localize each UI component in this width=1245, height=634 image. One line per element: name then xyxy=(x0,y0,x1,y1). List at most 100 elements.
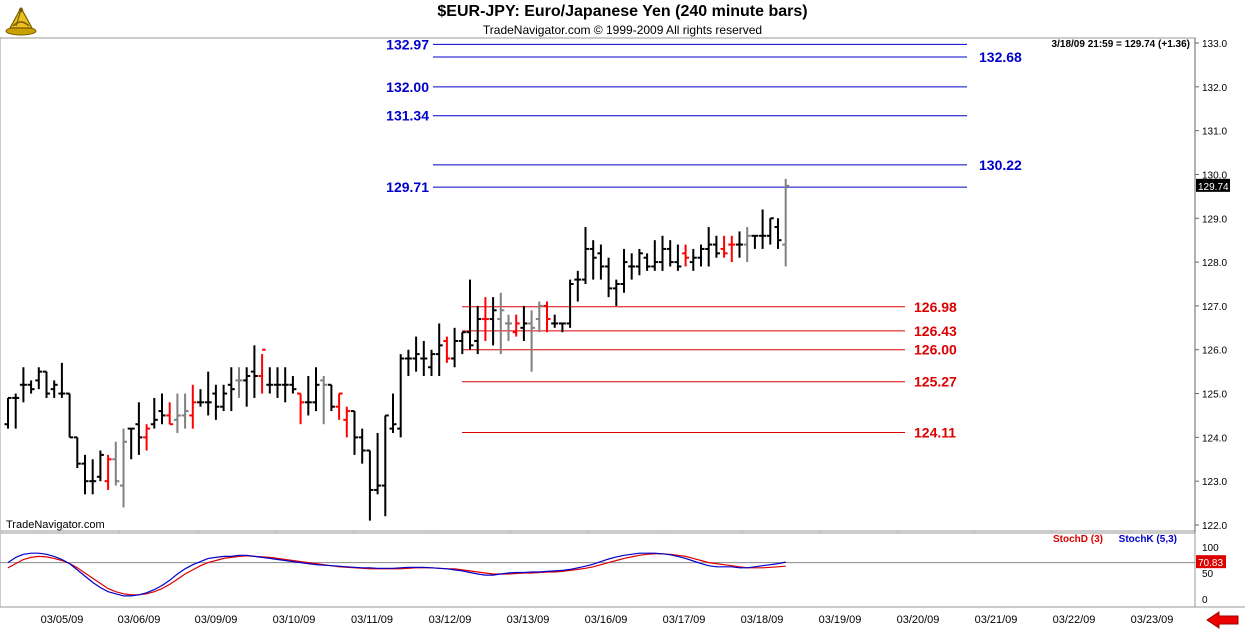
ohlc-bar xyxy=(235,367,243,398)
ohlc-bar xyxy=(104,454,112,490)
support-label: 125.27 xyxy=(914,374,957,390)
stoch-tick-label: 100 xyxy=(1202,543,1219,554)
price-panel xyxy=(0,37,1196,532)
ohlc-bar xyxy=(420,340,428,377)
ohlc-bar xyxy=(274,367,281,398)
ohlc-bar xyxy=(720,235,728,258)
ohlc-bar xyxy=(574,270,582,302)
ohlc-bar xyxy=(50,380,58,398)
price-tick-label: 132.0 xyxy=(1202,83,1227,94)
date-tick-label: 03/20/09 xyxy=(897,614,940,626)
ohlc-bar xyxy=(335,392,343,420)
price-tick-label: 133.0 xyxy=(1202,39,1227,50)
ohlc-bar xyxy=(120,428,127,508)
ohlc-bar xyxy=(66,392,74,439)
ohlc-bar xyxy=(404,349,412,377)
ohlc-bar xyxy=(374,432,382,495)
ohlc-bar xyxy=(73,436,81,469)
price-tick-label: 123.0 xyxy=(1202,477,1227,488)
price-level-lines: 132.97 132.68 132.00 131.34 130.22 129.71 126.… xyxy=(386,36,1022,440)
ohlc-bar xyxy=(96,450,104,482)
ohlc-bar xyxy=(112,441,120,486)
ohlc-bar xyxy=(127,427,135,460)
date-tick-label: 03/22/09 xyxy=(1053,614,1096,626)
ohlc-bar xyxy=(689,248,697,271)
price-tick-label: 131.0 xyxy=(1202,127,1227,138)
ohlc-bar xyxy=(528,310,536,372)
ohlc-bar xyxy=(589,240,597,280)
ohlc-bar xyxy=(250,345,258,398)
ohlc-bar xyxy=(612,279,620,306)
date-tick-label: 03/13/09 xyxy=(507,614,550,626)
stochastic-panel: 100 50 0 StochD (3) StochK (5,3) 70.83 xyxy=(0,532,1245,608)
ohlc-bar xyxy=(428,349,435,377)
ohlc-bars xyxy=(4,178,790,521)
legend-stochd: StochD (3) xyxy=(1053,534,1103,545)
ohlc-bar xyxy=(682,244,690,267)
ohlc-bar xyxy=(135,402,143,455)
ohlc-bar xyxy=(435,323,443,377)
price-tick-label: 128.0 xyxy=(1202,258,1227,269)
ohlc-bar xyxy=(27,380,35,394)
ohlc-bar xyxy=(728,235,736,263)
ohlc-bar xyxy=(189,384,197,429)
stoch-tick-label: 0 xyxy=(1202,595,1208,606)
ohlc-bar xyxy=(705,227,713,267)
ohlc-bar xyxy=(466,279,474,350)
ohlc-bar xyxy=(635,248,643,276)
resistance-label: 130.22 xyxy=(979,157,1022,173)
ohlc-bar xyxy=(381,414,389,517)
ohlc-bar xyxy=(489,297,497,346)
ohlc-bar xyxy=(351,410,358,455)
last-quote-text: 3/18/09 21:59 = 129.74 (+1.36) xyxy=(1052,39,1190,50)
ohlc-bar xyxy=(327,383,335,412)
ohlc-bar xyxy=(81,454,89,495)
price-tick-label: 130.0 xyxy=(1202,170,1227,181)
ohlc-bar xyxy=(89,459,97,495)
ohlc-bar xyxy=(451,327,459,368)
ohlc-bar xyxy=(12,393,20,429)
ohlc-bar xyxy=(166,402,174,426)
ohlc-bar xyxy=(512,314,520,337)
stoch-last-tag xyxy=(1196,555,1226,569)
ohlc-bar xyxy=(304,376,312,416)
ohlc-bar xyxy=(520,305,528,341)
price-panel-frame xyxy=(0,37,1196,532)
price-tick-label: 127.0 xyxy=(1202,302,1227,313)
ohlc-bar xyxy=(543,301,551,333)
ohlc-bar xyxy=(389,393,397,433)
last-price-tag xyxy=(1196,178,1230,192)
ohlc-bar xyxy=(505,314,512,341)
ohlc-bar xyxy=(566,279,574,328)
resistance-label: 132.00 xyxy=(386,79,429,95)
stoch-series-line xyxy=(7,552,786,597)
date-tick-label: 03/12/09 xyxy=(429,614,472,626)
ohlc-bar xyxy=(4,396,12,429)
date-tick-label: 03/16/09 xyxy=(585,614,628,626)
ohlc-bar xyxy=(312,367,320,412)
chart-title: $EUR-JPY: Euro/Japanese Yen (240 minute … xyxy=(437,3,808,20)
stoch-tick-label: 50 xyxy=(1202,569,1214,580)
price-axis: 133.0 132.0 131.0 130.0 129.0 128.0 127.0 126.0… xyxy=(1194,38,1230,607)
date-tick-label: 03/05/09 xyxy=(41,614,84,626)
ohlc-bar xyxy=(204,371,212,416)
ohlc-bar xyxy=(712,235,720,258)
ohlc-bar xyxy=(651,240,659,271)
red-left-arrow-icon[interactable] xyxy=(1205,611,1241,629)
date-tick-label: 03/21/09 xyxy=(975,614,1018,626)
ohlc-bar xyxy=(297,392,305,425)
ohlc-bar xyxy=(766,217,774,245)
resistance-label: 129.71 xyxy=(386,179,429,195)
watermark-text: TradeNavigator.com xyxy=(6,519,105,531)
ohlc-bar xyxy=(412,336,420,372)
price-tick-label: 122.0 xyxy=(1202,521,1227,532)
ohlc-bar xyxy=(143,424,151,451)
ohlc-bar xyxy=(212,384,220,420)
support-label: 126.00 xyxy=(914,342,957,358)
ohlc-bar xyxy=(289,376,297,394)
ohlc-bar xyxy=(158,393,166,425)
ohlc-bar xyxy=(659,235,666,271)
ohlc-bar xyxy=(358,428,366,464)
ohlc-bar xyxy=(474,305,482,355)
resistance-label: 132.68 xyxy=(979,49,1022,65)
